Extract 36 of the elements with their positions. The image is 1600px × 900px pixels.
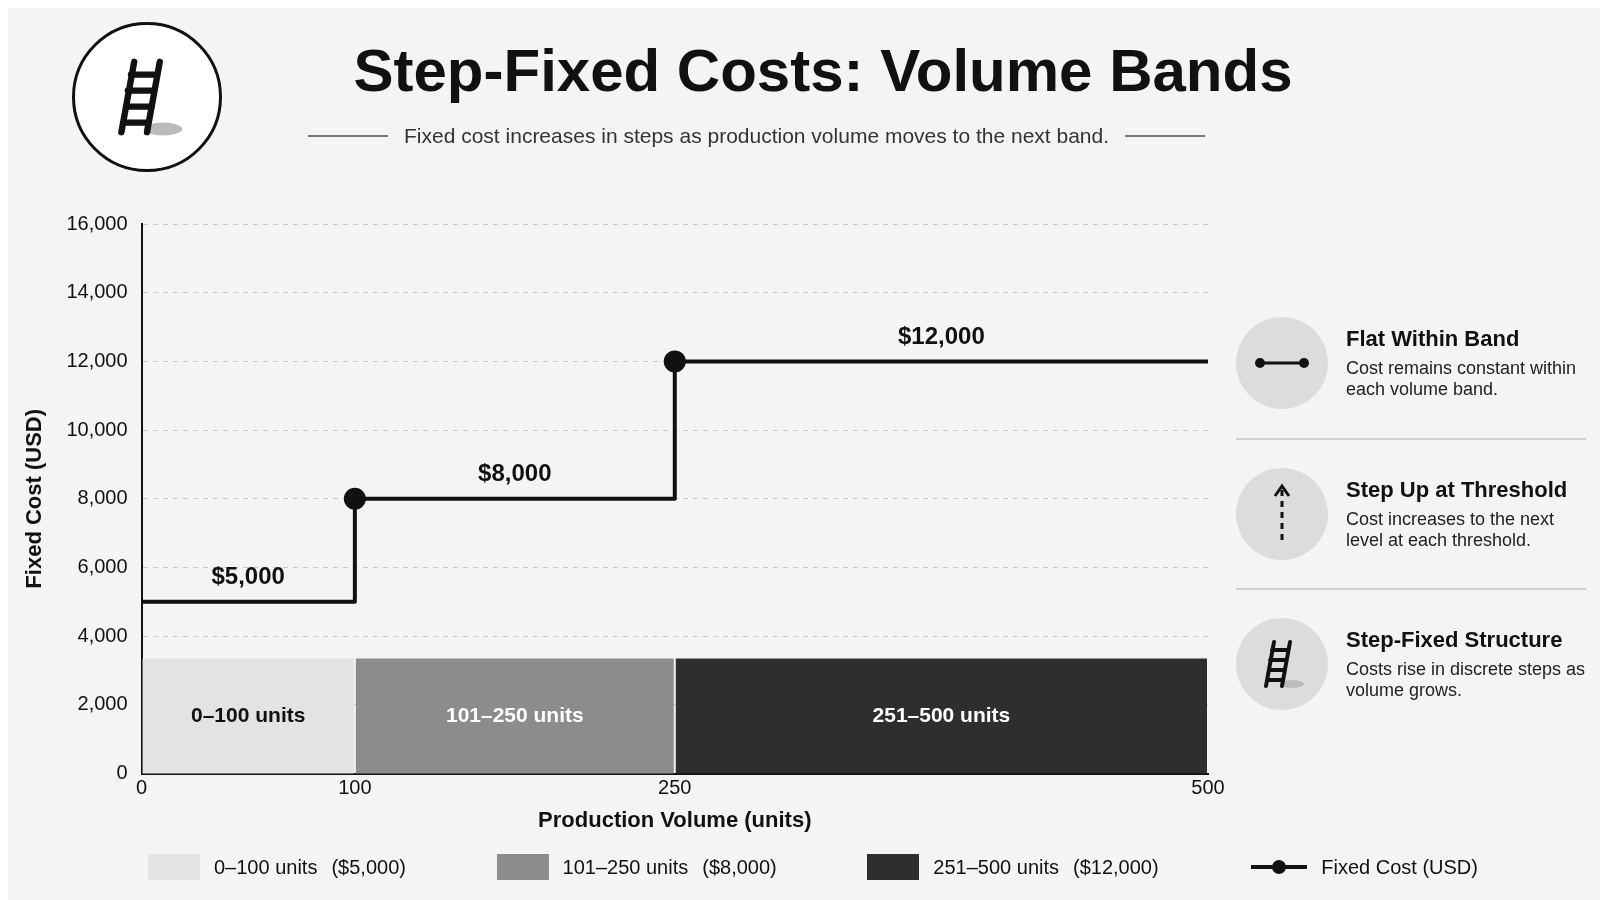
text: Cost remains constant within each volume band. [1346,358,1578,400]
y-tick-label: 0 [116,761,128,784]
band-label: 0–100 units [191,702,306,726]
band-label: 101–250 units [445,702,584,726]
text: Costs rise in discrete steps as volume grows. [1346,659,1586,701]
text: 251–500 units [933,855,1060,878]
x-tick-label: 500 [1191,776,1225,799]
text: Step Up at Threshold [1346,477,1569,503]
x-axis-title: Production Volume (units) [538,806,812,832]
y-tick-label: 2,000 [77,692,128,715]
y-tick-label: 12,000 [66,348,128,371]
y-tick-label: 14,000 [66,280,128,303]
annotation: $5,000 [211,562,285,590]
y-tick-label: 4,000 [77,623,128,646]
text: Cost increases to the next level at each threshold. [1346,509,1556,551]
text: ($8,000) [702,855,777,879]
y-tick-label: 6,000 [77,555,128,578]
text: ($12,000) [1073,855,1159,879]
x-tick-label: 250 [658,776,692,799]
x-tick-label: 100 [338,776,372,799]
text: ($5,000) [331,855,406,879]
text: Step-Fixed Structure [1346,627,1564,653]
band-label: 251–500 units [872,702,1011,726]
y-axis-title: Fixed Cost (USD) [21,408,47,589]
y-tick-label: 10,000 [66,417,128,440]
y-tick-label: 8,000 [77,486,128,509]
text: 0–100 units [214,855,318,878]
y-tick-label: 16,000 [66,211,128,234]
legend-label: Fixed Cost (USD) [1321,855,1478,879]
text: 101–250 units [562,855,689,878]
annotation: $8,000 [478,459,552,487]
annotation: $12,000 [898,322,985,350]
text: Flat Within Band [1346,326,1521,352]
chart-subtitle: Fixed cost increases in steps as production volume moves to the next band. [404,124,1110,148]
x-tick-label: 0 [136,776,148,799]
chart-title: Step-Fixed Costs: Volume Bands [352,36,1294,105]
